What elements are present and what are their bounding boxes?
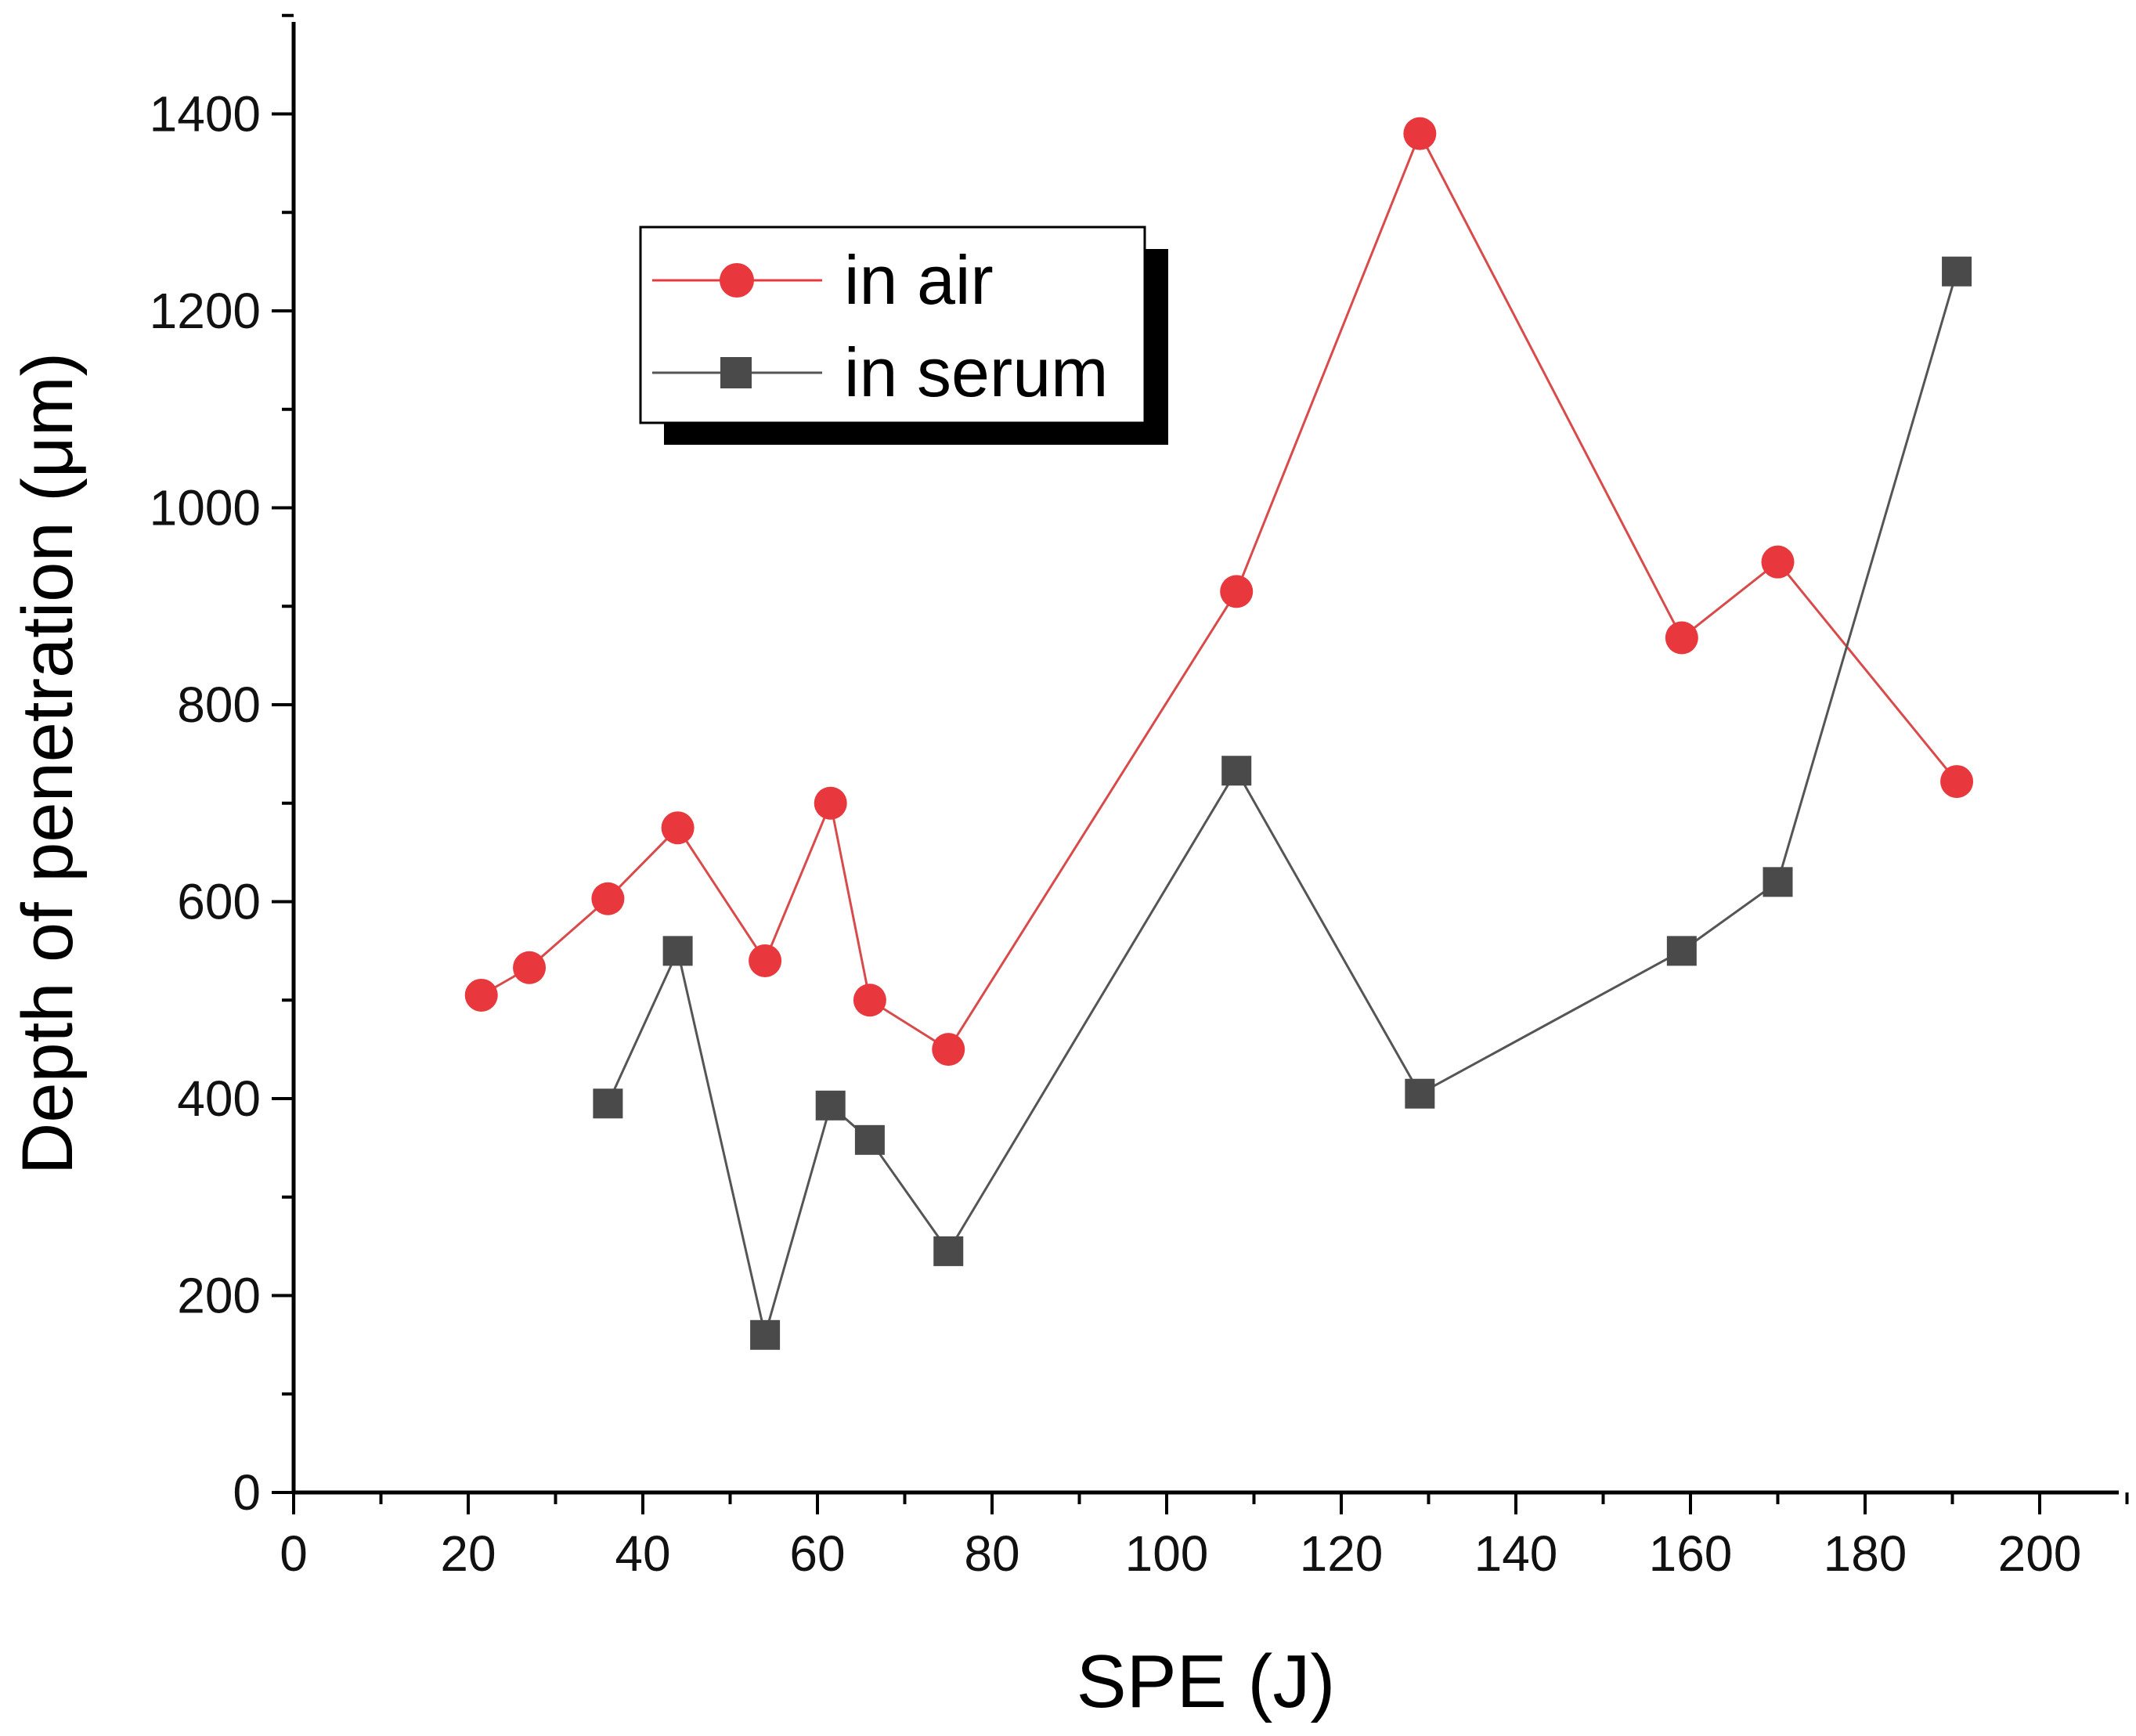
x-tick-label: 180 — [1824, 1525, 1907, 1582]
data-point-in-air — [464, 978, 498, 1012]
y-tick-label: 200 — [177, 1268, 261, 1324]
data-point-in-serum — [1666, 936, 1697, 966]
x-tick-label: 20 — [440, 1525, 496, 1582]
x-tick-label: 60 — [789, 1525, 845, 1582]
y-axis-label: Depth of penetration (μm) — [8, 352, 88, 1175]
legend: in air in serum — [639, 226, 1168, 445]
data-point-in-serum — [1942, 256, 1972, 287]
data-point-in-serum — [815, 1090, 846, 1121]
y-tick-label: 1000 — [150, 480, 261, 536]
y-tick-label: 600 — [177, 874, 261, 930]
data-point-in-serum — [593, 1088, 623, 1119]
data-point-in-air — [749, 944, 782, 977]
data-point-in-serum — [1763, 867, 1793, 897]
x-axis-label: SPE (J) — [1077, 1640, 1336, 1723]
data-point-in-air — [1940, 765, 1974, 799]
y-tick-label: 800 — [177, 677, 261, 733]
series-layer — [464, 117, 1974, 1350]
legend-label-in-air: in air — [844, 241, 994, 319]
data-point-in-air — [1761, 545, 1795, 579]
x-tick-label: 40 — [615, 1525, 670, 1582]
data-point-in-air — [814, 786, 847, 820]
data-point-in-air — [932, 1033, 965, 1067]
data-point-in-serum — [750, 1319, 781, 1350]
legend-marker-in-air — [720, 263, 754, 298]
x-tick-label: 100 — [1125, 1525, 1209, 1582]
data-point-in-air — [1665, 621, 1698, 655]
data-point-in-air — [661, 811, 695, 845]
data-point-in-serum — [933, 1236, 964, 1266]
x-tick-label: 0 — [280, 1525, 308, 1582]
data-point-in-air — [1403, 117, 1437, 150]
y-ticks: 0 200 400 600 800 1000 1200 1400 — [150, 13, 294, 1521]
data-point-in-serum — [662, 936, 693, 966]
x-tick-label: 200 — [1998, 1525, 2082, 1582]
data-point-in-air — [1220, 575, 1254, 608]
plot-area: 0 200 400 600 800 1000 1200 1400 0 20 40 60 80 100 12… — [150, 13, 2129, 1582]
x-tick-label: 120 — [1300, 1525, 1384, 1582]
data-point-in-serum — [1221, 756, 1252, 786]
y-tick-label: 400 — [177, 1070, 261, 1127]
data-point-in-air — [591, 882, 625, 915]
data-point-in-air — [513, 951, 547, 984]
y-tick-label: 1200 — [150, 283, 261, 339]
legend-box — [639, 226, 1146, 424]
legend-label-in-serum: in serum — [844, 334, 1108, 411]
data-point-in-serum — [854, 1124, 885, 1155]
y-tick-label: 1400 — [150, 86, 261, 143]
x-tick-label: 160 — [1649, 1525, 1733, 1582]
x-ticks: 0 20 40 60 80 100 120 140 160 180 200 — [280, 1492, 2129, 1582]
y-tick-label: 0 — [233, 1464, 261, 1521]
data-point-in-serum — [1405, 1078, 1435, 1109]
x-tick-label: 80 — [964, 1525, 1019, 1582]
legend-marker-in-serum — [720, 357, 752, 388]
data-point-in-air — [853, 983, 886, 1017]
x-tick-label: 140 — [1474, 1525, 1558, 1582]
